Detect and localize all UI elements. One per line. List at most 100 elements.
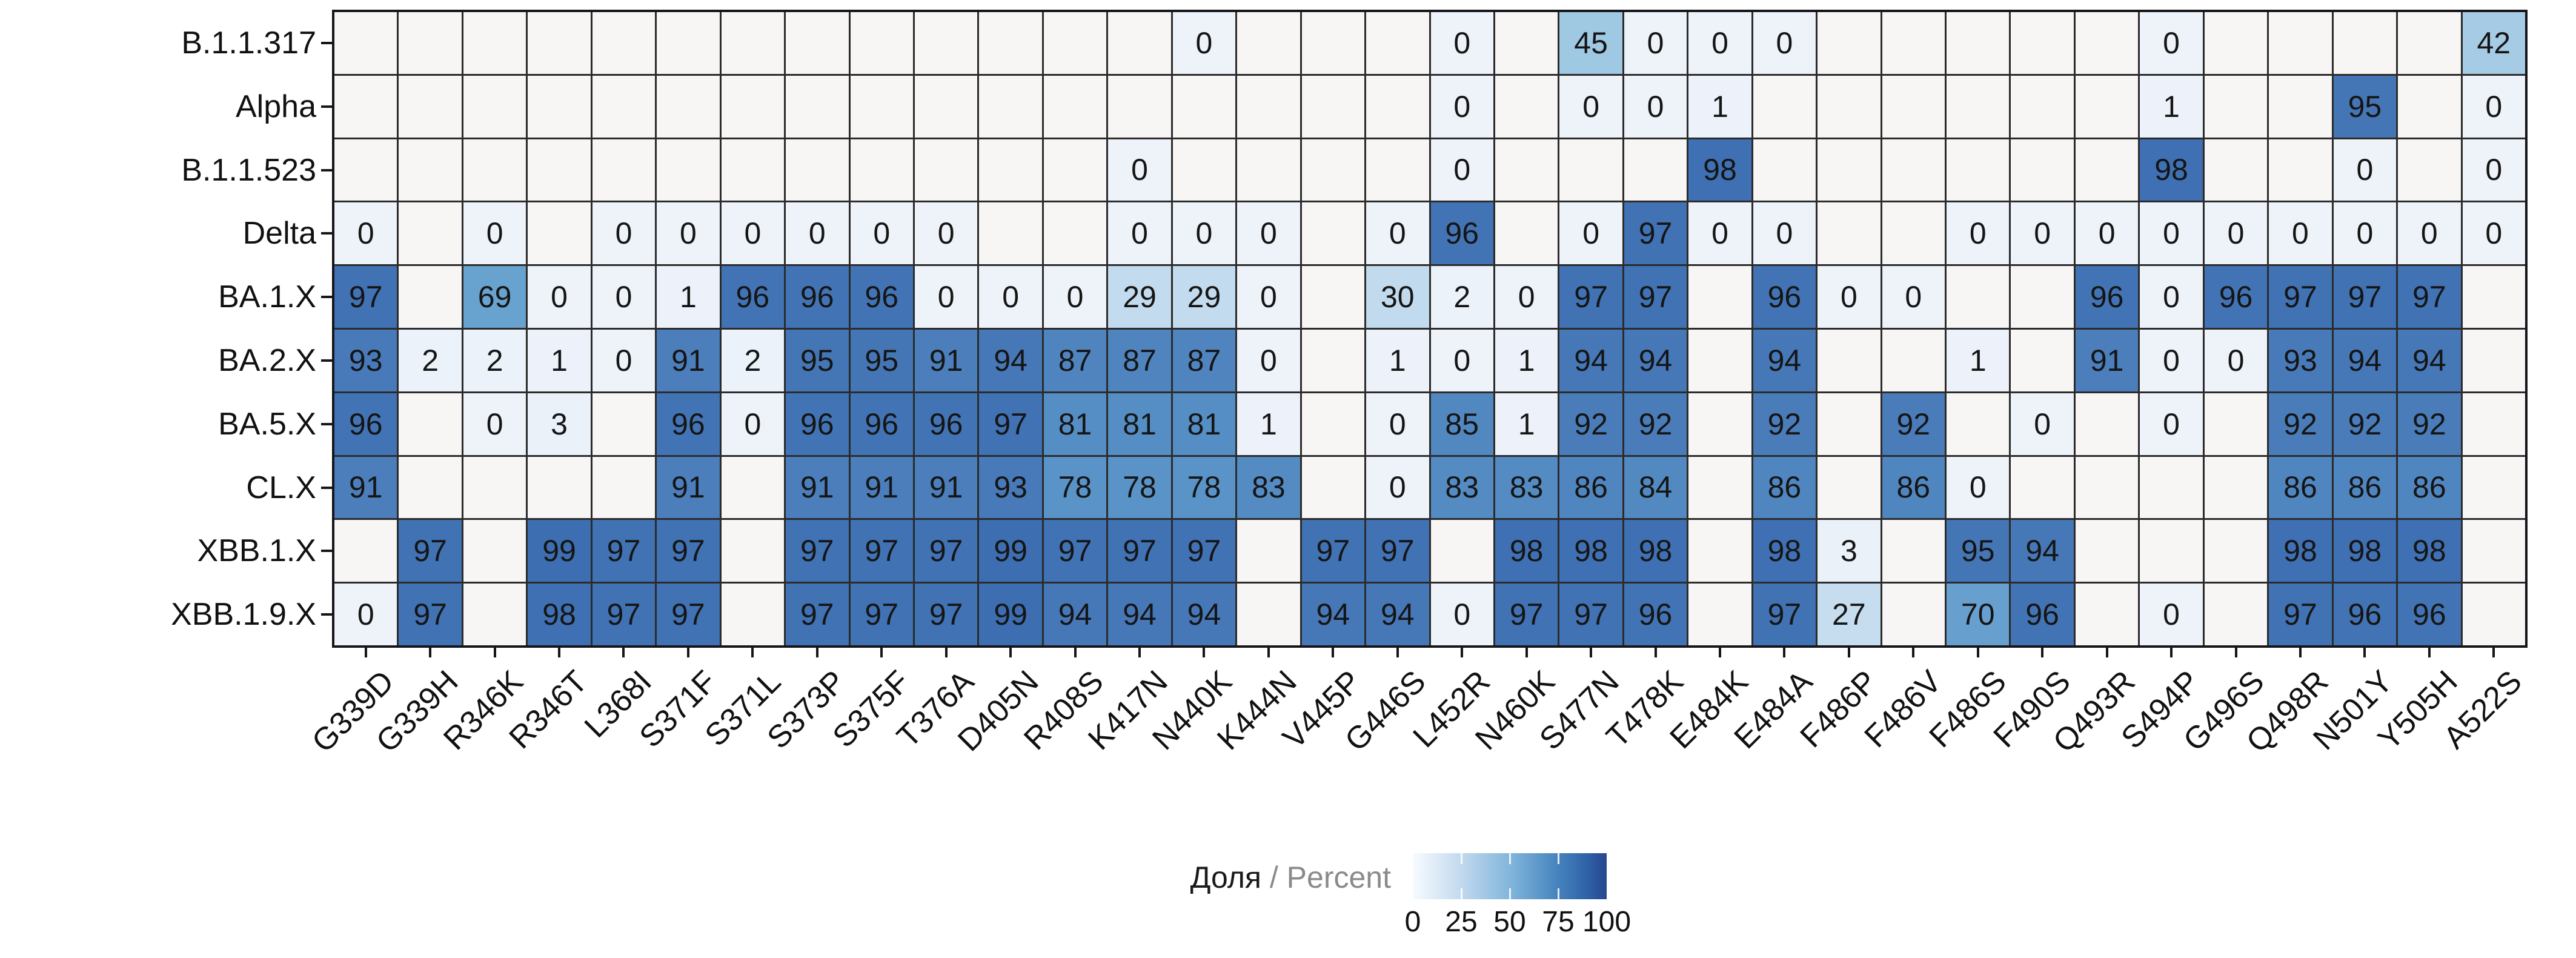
legend-tick-label: 25 <box>1445 906 1478 938</box>
x-axis-tick <box>1461 648 1464 657</box>
heatmap-cell: 83 <box>1430 456 1493 519</box>
heatmap-cell: 0 <box>2140 202 2203 265</box>
heatmap-cell: 91 <box>786 456 849 519</box>
heatmap-cell: 0 <box>1108 202 1171 265</box>
heatmap-cell: 97 <box>1559 584 1622 645</box>
heatmap-cell: 98 <box>1624 520 1687 582</box>
heatmap-cell: 0 <box>1688 12 1751 74</box>
heatmap-cell: 92 <box>2269 393 2332 455</box>
heatmap-cell <box>399 12 462 74</box>
heatmap-cell <box>1237 139 1300 201</box>
heatmap-cell: 0 <box>1430 12 1493 74</box>
heatmap-cell: 97 <box>1559 266 1622 328</box>
heatmap-cell: 0 <box>1624 12 1687 74</box>
x-axis-tick <box>2299 648 2302 657</box>
y-axis-tick <box>321 168 332 171</box>
x-axis-tick <box>1783 648 1786 657</box>
heatmap-cell: 97 <box>334 266 397 328</box>
heatmap-cell: 42 <box>2462 12 2525 74</box>
heatmap-cell: 97 <box>850 520 913 582</box>
heatmap-cell <box>1301 456 1365 519</box>
y-axis-tick <box>321 359 332 362</box>
heatmap-cell <box>2075 393 2139 455</box>
heatmap-cell: 93 <box>334 330 397 391</box>
heatmap-cell: 98 <box>528 584 591 645</box>
heatmap-cell: 98 <box>2398 520 2461 582</box>
heatmap-cell: 86 <box>2398 456 2461 519</box>
heatmap-cell <box>1108 75 1171 138</box>
heatmap-cell: 97 <box>2333 266 2397 328</box>
x-axis-tick <box>1912 648 1915 657</box>
heatmap-cell: 0 <box>1108 139 1171 201</box>
heatmap-cell: 0 <box>2140 393 2203 455</box>
heatmap-cell: 91 <box>914 456 978 519</box>
heatmap-cell <box>528 139 591 201</box>
y-axis-tick <box>321 550 332 553</box>
heatmap-cell <box>2204 75 2268 138</box>
heatmap-cell: 2 <box>721 330 785 391</box>
heatmap-cell <box>2462 584 2525 645</box>
heatmap-cell: 0 <box>2333 202 2397 265</box>
heatmap-cell <box>2462 520 2525 582</box>
heatmap-cell: 0 <box>2269 202 2332 265</box>
heatmap-cell: 0 <box>914 202 978 265</box>
heatmap-cell <box>2075 12 2139 74</box>
heatmap-cell <box>1624 139 1687 201</box>
heatmap-cell <box>914 139 978 201</box>
y-axis-label: BA.1.X <box>218 279 316 315</box>
legend-tick-label: 50 <box>1493 906 1526 938</box>
heatmap-cell <box>2140 456 2203 519</box>
heatmap-cell <box>528 75 591 138</box>
x-axis-tick <box>1976 648 1979 657</box>
heatmap-cell: 96 <box>2075 266 2139 328</box>
heatmap-cell: 0 <box>1237 330 1300 391</box>
heatmap-cell <box>1882 12 1945 74</box>
heatmap-cell <box>2075 584 2139 645</box>
colorbar-tick <box>1509 888 1511 899</box>
heatmap-cell <box>850 12 913 74</box>
heatmap-cell: 0 <box>786 202 849 265</box>
heatmap-cell: 0 <box>1495 266 1558 328</box>
heatmap-cell <box>1301 330 1365 391</box>
heatmap-cell: 0 <box>1366 393 1429 455</box>
heatmap-cell: 29 <box>1172 266 1236 328</box>
heatmap-cell: 92 <box>2398 393 2461 455</box>
heatmap-cell: 99 <box>979 520 1042 582</box>
heatmap-cell <box>1882 139 1945 201</box>
heatmap-cell <box>399 202 462 265</box>
heatmap-cell <box>1882 202 1945 265</box>
heatmap-cell <box>1430 520 1493 582</box>
legend-colorbar <box>1413 853 1607 899</box>
heatmap-cell: 97 <box>786 520 849 582</box>
heatmap-cell <box>592 456 656 519</box>
heatmap-cell: 3 <box>1817 520 1881 582</box>
heatmap-cell: 91 <box>334 456 397 519</box>
heatmap-cell <box>979 75 1042 138</box>
heatmap-cell: 1 <box>1495 330 1558 391</box>
heatmap-cell <box>1237 12 1300 74</box>
heatmap-cell: 1 <box>1688 75 1751 138</box>
heatmap-cell: 98 <box>2269 520 2332 582</box>
heatmap-cell <box>850 139 913 201</box>
heatmap-cell <box>721 584 785 645</box>
heatmap-cell <box>1688 393 1751 455</box>
heatmap-cell: 1 <box>1495 393 1558 455</box>
heatmap-cell: 78 <box>1172 456 1236 519</box>
heatmap-cell <box>2462 456 2525 519</box>
heatmap-cell <box>2075 139 2139 201</box>
heatmap-cell: 86 <box>1559 456 1622 519</box>
heatmap-cell <box>2462 266 2525 328</box>
heatmap-cell <box>786 75 849 138</box>
heatmap-cell <box>2011 139 2074 201</box>
heatmap-cell: 94 <box>2398 330 2461 391</box>
heatmap-cell: 98 <box>2140 139 2203 201</box>
y-axis-tick <box>321 232 332 235</box>
heatmap-cell: 0 <box>1753 12 1816 74</box>
legend-title-ru: Доля <box>1190 860 1261 894</box>
heatmap-cell <box>2011 330 2074 391</box>
heatmap-cell: 91 <box>914 330 978 391</box>
heatmap-cell: 96 <box>2011 584 2074 645</box>
heatmap-cell: 2 <box>1430 266 1493 328</box>
heatmap-cell <box>1753 75 1816 138</box>
heatmap-cell: 2 <box>399 330 462 391</box>
